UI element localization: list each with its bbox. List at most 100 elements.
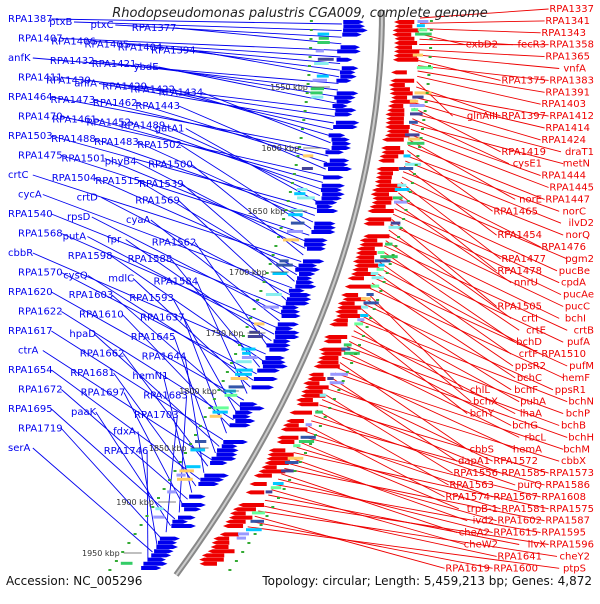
feature-track-block [417,24,425,27]
reverse-gene-arrow [359,243,382,247]
left-gene-connector [51,370,200,479]
left-gene-label: phyB4 [105,157,137,168]
kbp-tick-label: 1750 kbp [206,329,244,338]
forward-gene-arrow [331,138,349,142]
right-gene-label: RPA1505 [497,302,542,313]
position-dot [302,119,305,121]
position-dot [369,317,372,319]
left-gene-label: RPA1377 [132,23,177,34]
forward-gene-arrow [314,226,336,230]
position-dot [430,29,433,31]
kbp-tick-label: 1600 kbp [261,144,299,153]
left-gene-label: hpaD [69,329,96,340]
position-dot [235,560,238,562]
reverse-gene-arrow [381,146,400,150]
reverse-gene-arrow [391,70,407,74]
left-gene-label: cyaA [126,215,151,226]
right-gene-label: RPA1641 [497,551,542,562]
position-dot [379,290,382,292]
position-dot [263,281,266,283]
forward-gene-arrow [212,457,237,461]
forward-gene-arrow [337,91,359,95]
forward-gene-arrow [160,537,180,541]
reverse-gene-arrow [269,448,286,452]
position-dot [140,524,143,526]
feature-track-block [409,121,418,124]
feature-track-block [311,96,323,99]
right-gene-connector [420,21,545,23]
left-gene-label: rpsD [67,212,91,223]
feature-track-block [299,440,314,443]
left-gene-label: anfK [8,53,31,64]
position-dot [294,470,297,472]
feature-track-block [354,322,363,325]
forward-gene-arrow [336,79,351,83]
feature-track-block [213,411,228,414]
position-dot [134,533,137,535]
left-gene-label: RPA1703 [134,410,179,421]
right-gene-label: purQ [517,480,542,491]
position-dot [310,38,313,40]
forward-gene-arrow [304,243,327,247]
forward-gene-arrow [223,440,248,444]
right-gene-label: ivd2 [473,516,494,527]
reverse-gene-arrow [281,427,308,431]
position-dot [342,380,345,382]
position-dot [287,200,290,202]
reverse-gene-arrow [223,524,243,528]
right-gene-label: chlL [470,385,491,396]
right-gene-label: RPA1343 [541,28,586,39]
position-dot [346,371,349,373]
position-dot [291,182,294,184]
forward-gene-arrow [336,121,360,125]
right-gene-connector [401,182,501,259]
left-gene-label: RPA1588 [128,254,173,265]
position-dot [234,353,237,355]
right-gene-label: RPA1586 [545,480,590,491]
position-dot [174,470,177,472]
right-gene-label: RPA1465 [493,206,538,217]
forward-gene-arrow [151,553,171,557]
right-gene-label: crtB [574,325,595,336]
forward-gene-arrow [252,385,274,389]
right-gene-label: dapA1 [458,456,490,467]
position-dot [238,344,241,346]
feature-track-block [405,163,421,166]
position-dot [127,542,130,544]
feature-track-block [271,486,281,489]
left-gene-label: anfA [74,79,97,90]
forward-gene-arrow [217,448,239,452]
right-gene-label: RPA1619 [445,563,490,574]
reverse-gene-arrow [200,562,217,566]
forward-gene-arrow [156,545,178,549]
right-gene-label: lhaA [520,409,542,420]
forward-gene-arrow [315,201,337,205]
reverse-gene-arrow [277,436,298,440]
feature-track-block [301,436,316,439]
position-dot [350,362,353,364]
forward-gene-arrow [222,444,238,448]
feature-track-block [242,348,256,351]
left-gene-label: RPA1483 [94,137,139,148]
feature-track-block [399,167,413,170]
position-dot [213,398,216,400]
kbp-tick-label: 1550 kbp [270,83,308,92]
reverse-gene-arrow [370,205,386,209]
position-dot [309,443,312,445]
forward-gene-arrow [198,482,219,486]
forward-gene-arrow [317,205,333,209]
feature-track-block [393,196,403,199]
position-dot [413,173,416,175]
left-gene-label: RPA1504 [52,173,97,184]
forward-gene-arrow [342,33,361,37]
left-gene-label: RPA1432 [50,56,95,67]
left-gene-label: fpr [107,235,122,246]
forward-gene-arrow [204,474,229,478]
right-gene-label: hemA [513,444,542,455]
right-gene-label: RPA1608 [541,492,586,503]
left-gene-label: RPA1622 [18,307,63,318]
left-gene-label: RPA1568 [18,229,63,240]
forward-gene-arrow [143,562,167,566]
right-gene-connector [345,352,520,438]
right-gene-label: metN [563,159,590,170]
